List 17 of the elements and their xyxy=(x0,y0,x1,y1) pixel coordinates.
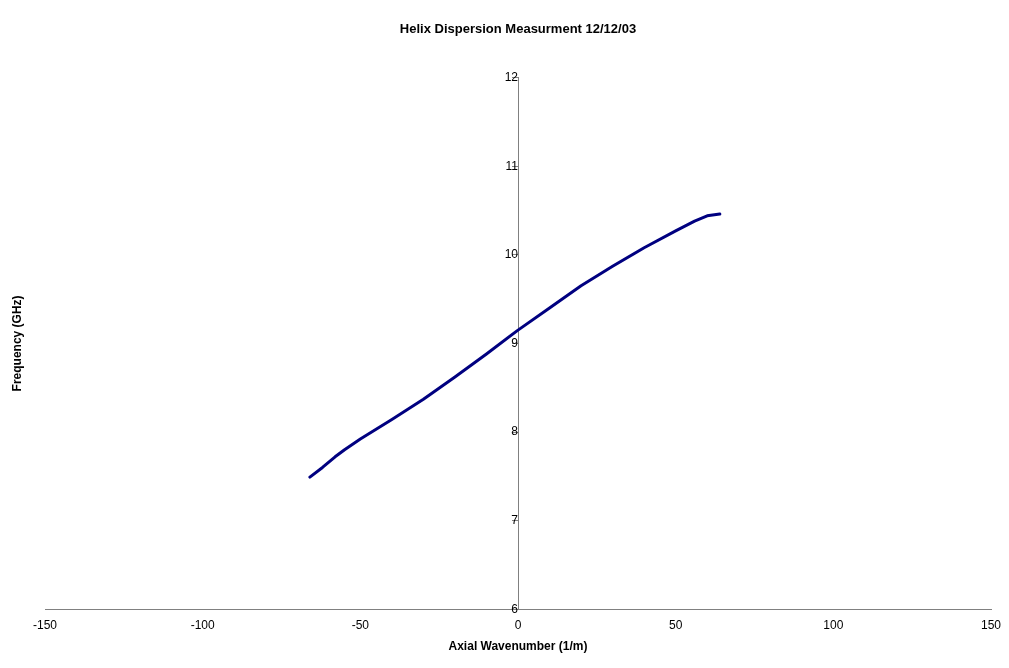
x-tick-label: 100 xyxy=(823,617,844,632)
y-tick-label: 7 xyxy=(511,512,519,527)
y-tick-label: 8 xyxy=(511,424,519,439)
x-tick-label: 50 xyxy=(668,617,683,632)
y-tick-label: 12 xyxy=(504,69,519,84)
y-tick-label: 10 xyxy=(504,247,519,262)
y-tick-label: 11 xyxy=(505,158,519,173)
x-tick-label: -150 xyxy=(32,617,58,632)
chart-title: Helix Dispersion Measurment 12/12/03 xyxy=(399,21,637,37)
x-axis-title: Axial Wavenumber (1/m) xyxy=(448,639,588,654)
x-tick-label: 150 xyxy=(980,617,1002,632)
y-tick-label: 9 xyxy=(511,335,519,350)
y-axis-title: Frequency (GHz) xyxy=(10,295,25,392)
x-tick-label: -100 xyxy=(190,617,215,632)
x-tick-label: 0 xyxy=(514,617,522,632)
y-tick-label: 6 xyxy=(511,601,519,616)
x-tick-label: -50 xyxy=(351,617,370,632)
